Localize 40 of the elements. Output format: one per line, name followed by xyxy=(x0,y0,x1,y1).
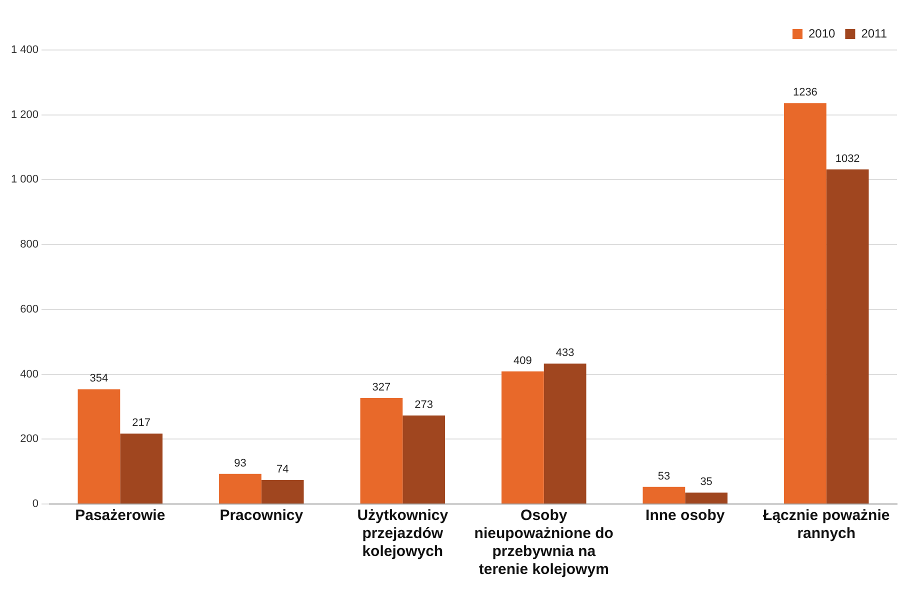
bar xyxy=(360,398,403,504)
bar xyxy=(784,103,826,504)
legend-label: 2011 xyxy=(861,26,888,40)
x-tick-label: Pracownicy xyxy=(220,507,304,524)
data-label: 273 xyxy=(414,399,434,411)
data-label: 1236 xyxy=(792,86,818,99)
bar xyxy=(642,486,686,504)
data-label: 53 xyxy=(658,470,670,482)
x-tick-label: Łącznie poważnie rannych xyxy=(763,507,890,542)
data-label: 409 xyxy=(514,354,532,367)
bar xyxy=(261,480,304,504)
bar xyxy=(120,434,163,504)
data-label: 1032 xyxy=(835,152,860,165)
y-tick-label: 0 xyxy=(32,498,39,510)
bar xyxy=(78,389,120,504)
data-label: 74 xyxy=(276,464,289,476)
data-label: 217 xyxy=(132,417,151,430)
y-tick-label: 800 xyxy=(20,238,39,251)
x-tick-label: Pasażerowie xyxy=(75,507,166,524)
y-tick-label: 1 200 xyxy=(10,108,39,121)
bar xyxy=(219,474,262,504)
y-tick-label: 1 000 xyxy=(10,174,39,186)
legend-label: 2010 xyxy=(808,26,836,40)
y-tick-label: 200 xyxy=(20,433,39,446)
x-tick-label: Inne osoby xyxy=(646,507,726,524)
data-label: 35 xyxy=(700,476,712,488)
y-tick-label: 600 xyxy=(20,303,39,316)
bar xyxy=(544,364,586,504)
x-tick-label: Osoby nieupoważnione do przebywnia na terenie kolejowym xyxy=(474,507,614,578)
x-tick-label: Użytkownicy przejazdów kolejowych xyxy=(357,507,449,560)
bar xyxy=(685,492,728,504)
bar xyxy=(826,169,869,504)
bar xyxy=(502,371,544,504)
bar xyxy=(402,415,446,504)
y-tick-label: 400 xyxy=(20,368,39,380)
data-label: 433 xyxy=(556,347,574,360)
data-label: 354 xyxy=(90,372,108,385)
y-tick-label: 1 400 xyxy=(10,44,39,56)
data-label: 93 xyxy=(234,457,246,470)
data-label: 327 xyxy=(372,381,391,394)
